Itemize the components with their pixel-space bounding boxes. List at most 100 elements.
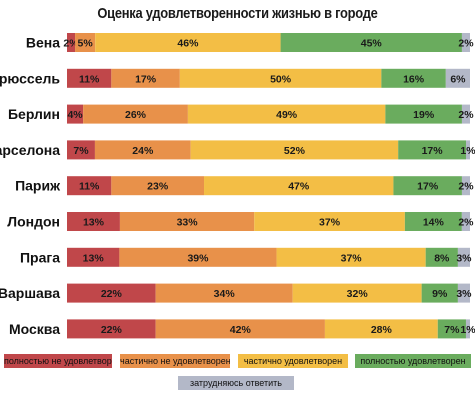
category-label: Вена xyxy=(26,35,60,51)
bar-segment xyxy=(67,33,76,52)
data-label: 8% xyxy=(434,252,450,264)
chart-title: Оценка удовлетворенности жизнью в городе xyxy=(97,5,378,22)
data-label: 11% xyxy=(79,73,100,85)
data-label: 17% xyxy=(422,145,444,157)
bar-segment xyxy=(324,319,438,339)
bar-segment xyxy=(461,176,470,196)
data-label: 9% xyxy=(432,288,448,300)
data-label: 2% xyxy=(458,38,474,50)
category-label: Берлин xyxy=(8,106,60,122)
bar-segment xyxy=(425,247,458,267)
category-label: Брюссель xyxy=(0,70,60,86)
bar-segment xyxy=(445,68,470,88)
bar-segment xyxy=(381,68,446,88)
legend-item: затрудняюсь ответить xyxy=(178,376,294,390)
data-label: 34% xyxy=(214,288,236,300)
bar-segment xyxy=(204,176,394,196)
data-label: 46% xyxy=(177,38,199,50)
data-label: 5% xyxy=(78,38,94,50)
data-label: 22% xyxy=(101,324,123,336)
bar-segment xyxy=(465,319,470,339)
data-label: 47% xyxy=(288,181,310,193)
data-label: 14% xyxy=(423,217,445,229)
data-label: 13% xyxy=(83,217,105,229)
bar-segment xyxy=(466,140,470,160)
bar-segment xyxy=(404,212,462,231)
bar-segment xyxy=(421,283,458,303)
data-label: 39% xyxy=(187,252,209,264)
data-label: 3% xyxy=(456,288,472,300)
data-label: 23% xyxy=(147,181,169,193)
data-label: 1% xyxy=(460,324,475,336)
data-label: 2% xyxy=(458,181,474,193)
bar-segment xyxy=(155,283,293,303)
category-label: Лондон xyxy=(7,214,60,230)
bar-segment xyxy=(67,104,84,124)
bar-segment xyxy=(111,176,205,196)
bar-segment xyxy=(179,68,382,88)
category-label: Москва xyxy=(9,321,60,337)
data-label: 2% xyxy=(458,217,474,229)
data-label: 42% xyxy=(230,324,252,336)
data-label: 22% xyxy=(101,288,123,300)
bar-segment xyxy=(119,247,277,267)
category-label: Барселона xyxy=(0,142,60,158)
bar-segment xyxy=(457,283,470,303)
bar-segment xyxy=(280,33,462,52)
data-label: 19% xyxy=(413,109,435,121)
bar-segment xyxy=(67,247,120,267)
data-label: 11% xyxy=(79,181,100,193)
data-label: 32% xyxy=(347,288,369,300)
bar-segment xyxy=(385,104,462,124)
bar-segment xyxy=(67,68,112,88)
bar-segment xyxy=(95,33,281,52)
bar-segment xyxy=(67,176,112,196)
bar-segment xyxy=(94,140,191,160)
category-label: Варшава xyxy=(0,285,60,301)
bar-segment xyxy=(119,212,255,231)
data-label: 7% xyxy=(73,145,89,157)
bar-segment xyxy=(111,68,180,88)
bar-segment xyxy=(393,176,462,196)
data-label: 7% xyxy=(444,324,460,336)
bar-segment xyxy=(461,212,470,231)
data-label: 3% xyxy=(456,252,472,264)
data-label: 17% xyxy=(135,73,157,85)
data-label: 13% xyxy=(83,252,105,264)
bar-segment xyxy=(461,104,470,124)
bar-segment xyxy=(190,140,399,160)
bar-segment xyxy=(187,104,386,124)
bar-segment xyxy=(83,104,188,124)
legend-item: полностью удовлетворен xyxy=(355,354,471,368)
data-label: 1% xyxy=(460,145,475,157)
bar-segment xyxy=(457,247,470,267)
data-label: 37% xyxy=(319,217,341,229)
data-label: 45% xyxy=(361,38,383,50)
data-label: 4% xyxy=(67,109,83,121)
bar-segment xyxy=(75,33,96,52)
bar-segment xyxy=(67,212,120,231)
data-label: 24% xyxy=(132,145,154,157)
data-label: 33% xyxy=(177,217,199,229)
data-label: 2% xyxy=(458,109,474,121)
data-label: 52% xyxy=(284,145,306,157)
bar-segment xyxy=(398,140,467,160)
data-label: 16% xyxy=(403,73,425,85)
legend: полностью не удовлетворен частично не удо… xyxy=(0,354,475,420)
data-label: 26% xyxy=(125,109,147,121)
legend-item: частично удовлетворен xyxy=(238,354,348,368)
bar-segment xyxy=(292,283,422,303)
bar-segment xyxy=(67,283,156,303)
legend-item: частично не удовлетворен xyxy=(120,354,230,368)
legend-item: полностью не удовлетворен xyxy=(4,354,112,368)
data-label: 37% xyxy=(341,252,363,264)
bar-segment xyxy=(67,140,95,160)
data-label: 17% xyxy=(417,181,439,193)
bar-segment xyxy=(155,319,325,339)
category-label: Париж xyxy=(15,178,61,194)
data-label: 49% xyxy=(276,109,298,121)
bar-segment xyxy=(461,33,470,52)
bar-segment xyxy=(276,247,426,267)
bar-segment xyxy=(437,319,466,339)
stacked-bar-chart: Вена 2% 5% 46% 45% 2% Брюссель 11% 17% 50% 16% 6% Бе… xyxy=(0,33,475,339)
